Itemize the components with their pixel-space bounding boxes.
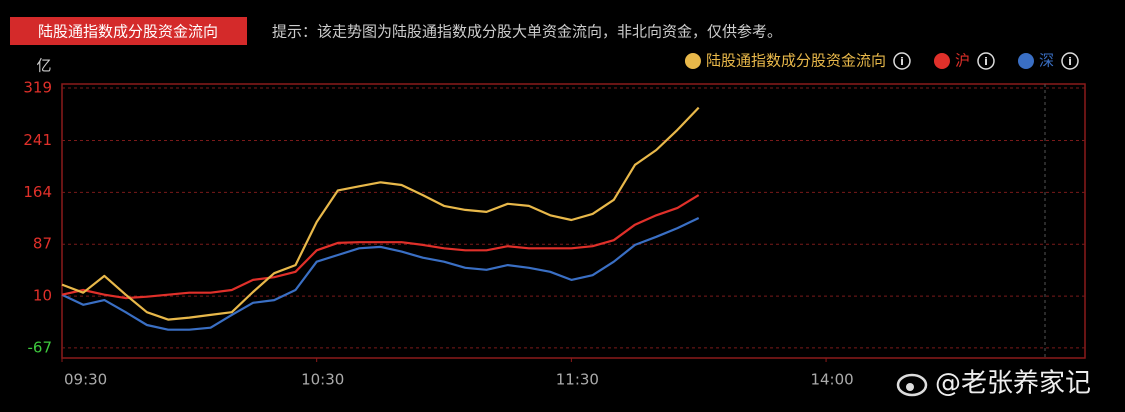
y-tick-label: 10: [33, 287, 52, 305]
x-tick-label: 14:00: [810, 371, 853, 389]
info-icon-glyph: i: [984, 55, 988, 68]
legend-item: i深: [1017, 52, 1079, 70]
y-tick-label: -67: [28, 338, 53, 356]
info-icon: [1061, 52, 1079, 70]
tab-box[interactable]: [10, 17, 247, 45]
legend-label: 沪: [955, 52, 970, 70]
legend-label: 深: [1039, 52, 1054, 70]
legend-item: i沪: [933, 52, 995, 70]
series-line: [61, 217, 700, 331]
y-tick-label: 319: [23, 79, 52, 97]
legend-swatch: [1017, 53, 1034, 69]
x-tick-label: 10:30: [301, 371, 344, 389]
legend-label: 陆股通指数成分股资金流向: [706, 52, 886, 70]
y-tick-label: 164: [23, 183, 52, 201]
watermark: @老张养家记: [896, 369, 1091, 399]
y-tick-label: 241: [23, 131, 52, 149]
legend-swatch: [684, 53, 701, 69]
series-line: [61, 106, 700, 321]
info-icon: [893, 52, 911, 70]
legend-swatch: [933, 53, 950, 69]
tab-label[interactable]: 陆股通指数成分股资金流向: [38, 23, 218, 41]
info-icon: [977, 52, 995, 70]
legend-item: i 陆股通指数成分股资金流向: [684, 52, 911, 70]
weibo-icon: [896, 373, 928, 397]
x-tick-label: 09:30: [64, 371, 107, 389]
y-tick-label: 87: [33, 235, 52, 253]
info-icon-glyph: i: [900, 55, 904, 68]
weibo-icon-dot: [906, 383, 914, 391]
x-tick-label: 11:30: [556, 371, 599, 389]
series-line: [61, 194, 700, 300]
plot-border: [61, 83, 1086, 359]
y-unit: 亿: [36, 57, 51, 75]
hint: 提示：该走势图为陆股通指数成分股大单资金流向，非北向资金，仅供参考。: [272, 23, 782, 41]
info-icon-glyph: i: [1068, 55, 1072, 68]
watermark-text: @老张养家记: [935, 369, 1091, 399]
